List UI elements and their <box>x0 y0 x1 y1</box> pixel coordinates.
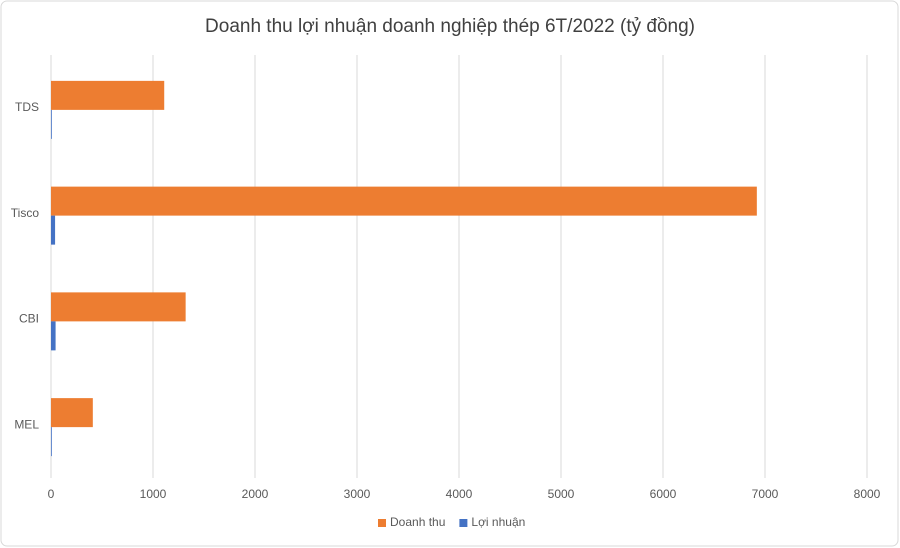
x-tick-label: 1000 <box>140 487 167 501</box>
x-tick-label: 4000 <box>446 487 473 501</box>
bar <box>51 292 186 322</box>
legend-swatch <box>378 519 386 527</box>
bar <box>51 215 56 245</box>
bar <box>51 186 757 216</box>
bar <box>51 427 52 457</box>
x-tick-label: 2000 <box>242 487 269 501</box>
x-tick-label: 3000 <box>344 487 371 501</box>
legend-swatch <box>459 519 468 527</box>
x-tick-label: 0 <box>48 487 55 501</box>
y-tick-label: MEL <box>14 417 39 431</box>
bar <box>51 321 56 351</box>
y-tick-label: TDS <box>15 100 39 114</box>
bar <box>51 398 93 428</box>
legend-label: Doanh thu <box>390 515 445 529</box>
legend-label: Lợi nhuận <box>471 515 525 529</box>
x-tick-label: 8000 <box>854 487 881 501</box>
bar <box>51 109 52 139</box>
x-tick-label: 5000 <box>548 487 575 501</box>
x-tick-label: 6000 <box>650 487 677 501</box>
y-tick-label: Tisco <box>11 206 40 220</box>
y-tick-label: CBI <box>19 312 39 326</box>
x-tick-label: 7000 <box>752 487 779 501</box>
bar <box>51 80 165 110</box>
chart-title: Doanh thu lợi nhuận doanh nghiệp thép 6T… <box>205 16 695 37</box>
